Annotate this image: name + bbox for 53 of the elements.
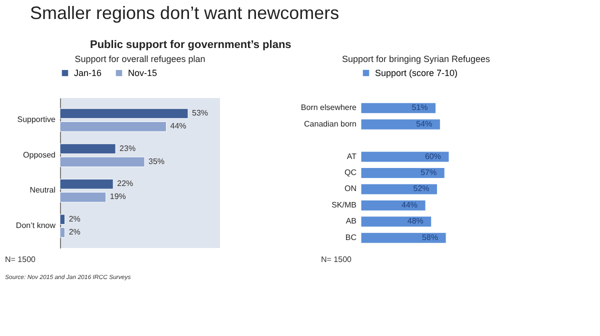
bar (60, 192, 106, 202)
bar (60, 156, 145, 168)
data-label: 57% (420, 168, 437, 177)
bar (60, 108, 188, 119)
data-label: 35% (148, 156, 165, 166)
text: N= 1500 (5, 255, 36, 264)
data-label: 44% (402, 200, 418, 210)
data-label: 2% (68, 227, 80, 236)
text: N= 1500 (321, 255, 352, 264)
y-tick-label: QC (344, 168, 357, 177)
legend-label: Support (score 7-10) (375, 68, 458, 78)
bar (60, 227, 66, 238)
bar (60, 178, 114, 190)
data-label: 52% (413, 184, 430, 194)
text: Smaller regions don’t want newcomers (30, 3, 340, 23)
y-tick-label: ON (344, 184, 357, 194)
bar (360, 200, 426, 211)
chart-title: Support for bringing Syrian Refugees (342, 54, 491, 64)
data-label: 19% (110, 192, 126, 202)
y-tick-label: Supportive (17, 115, 56, 124)
y-tick-label: SK/MB (332, 200, 356, 210)
data-label: 54% (416, 119, 432, 128)
data-label: 2% (68, 214, 80, 224)
y-tick-label: AB (346, 216, 356, 226)
data-label: 44% (170, 122, 186, 131)
y-tick-label: Neutral (30, 186, 56, 195)
bar (360, 232, 446, 244)
y-tick-label: AT (346, 152, 357, 161)
chart-title: Support for overall refugees plan (74, 54, 206, 64)
data-label: 22% (117, 179, 134, 188)
y-tick-label: Don’t know (16, 220, 56, 230)
text: Public support for government’s plans (90, 39, 292, 51)
bar (360, 151, 450, 162)
y-tick-label: Canadian born (304, 119, 356, 128)
bar (360, 184, 438, 195)
legend-label: Nov-15 (128, 68, 158, 78)
y-tick-label: Born elsewhere (300, 103, 358, 112)
bar (360, 118, 440, 130)
data-label: 48% (407, 216, 424, 226)
bar (360, 216, 432, 228)
data-label: 23% (120, 144, 136, 153)
data-label: 53% (192, 108, 208, 118)
bar (360, 167, 445, 179)
bar (60, 121, 167, 132)
bar (60, 144, 116, 154)
data-label: 51% (412, 103, 428, 112)
data-label: 60% (424, 152, 441, 161)
bar (60, 214, 66, 225)
bar (360, 102, 436, 114)
data-label: 58% (422, 232, 438, 242)
y-tick-label: Opposed (23, 150, 56, 160)
y-tick-label: BC (345, 232, 357, 242)
legend-label: Jan-16 (74, 68, 102, 78)
